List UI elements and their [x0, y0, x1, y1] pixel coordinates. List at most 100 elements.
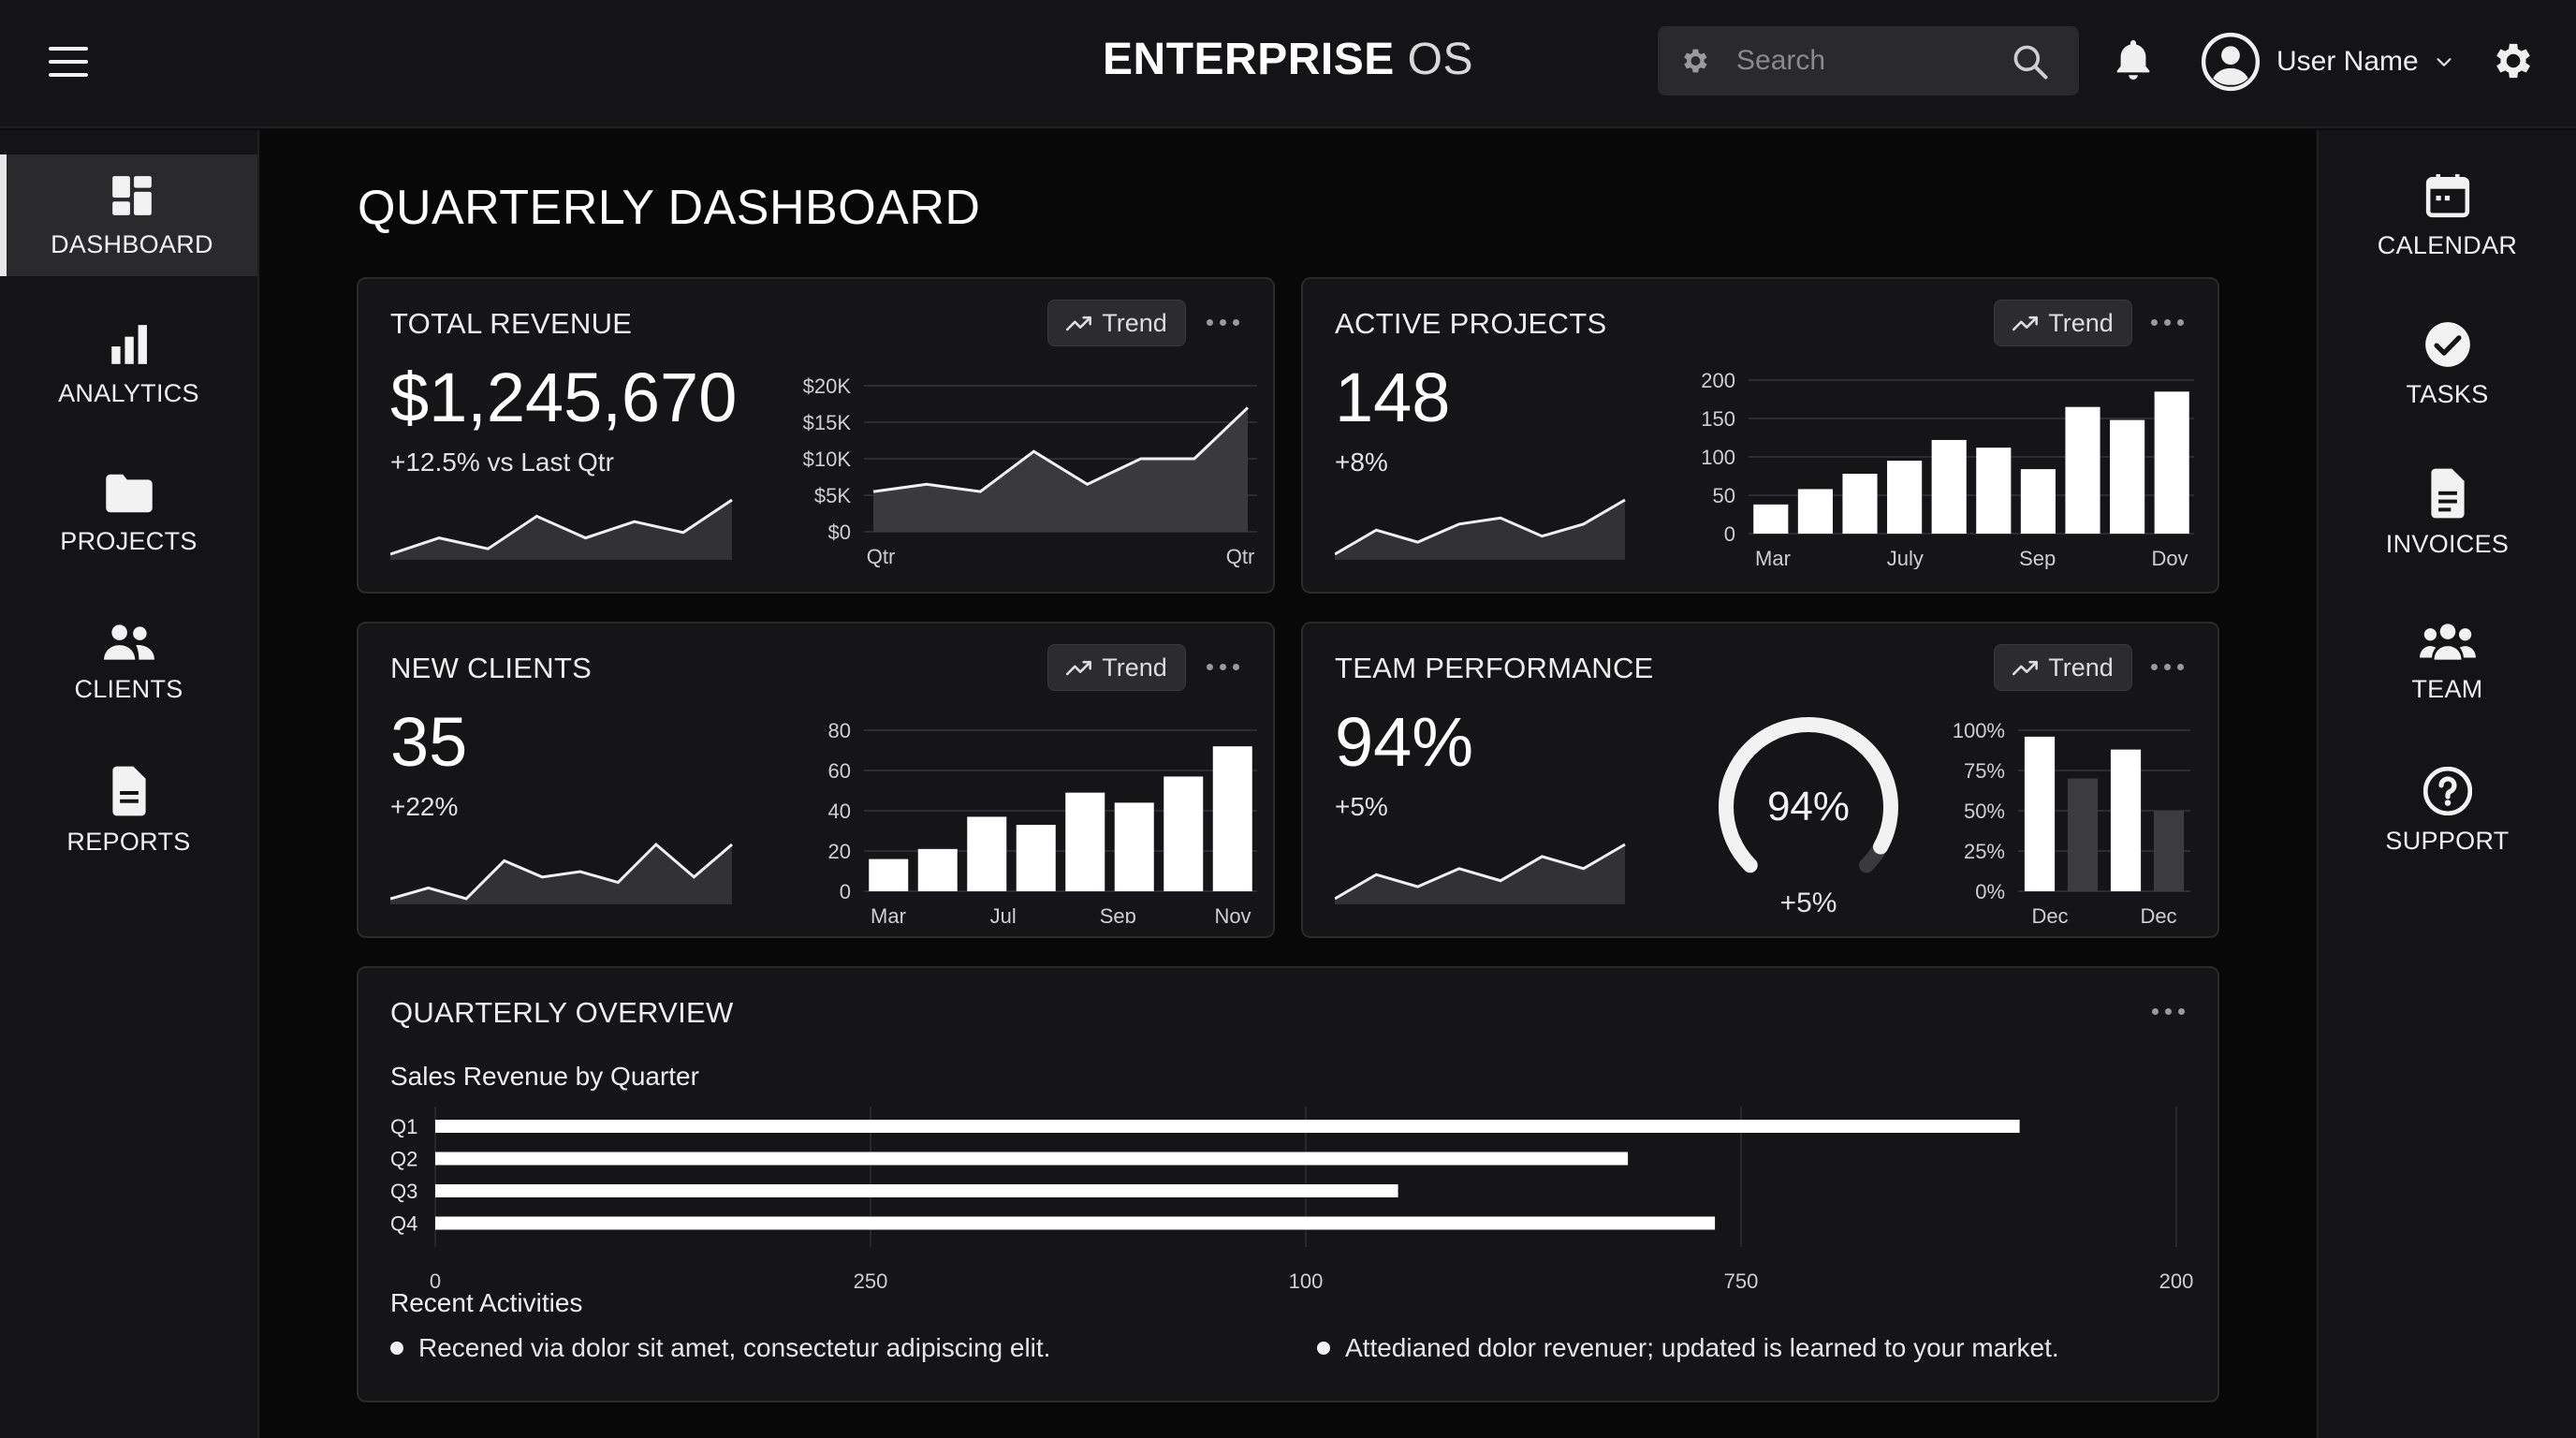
- sidebar-item-invoices[interactable]: INVOICES: [2319, 452, 2576, 574]
- x-tick-label: 200: [2159, 1269, 2194, 1293]
- sidebar-item-team[interactable]: TEAM: [2319, 601, 2576, 723]
- y-tick-label: 25%: [1964, 840, 2005, 863]
- sidebar-item-label: TASKS: [2406, 379, 2489, 408]
- bar: [2067, 778, 2099, 891]
- people-icon: [103, 624, 154, 660]
- more-options-icon[interactable]: [2151, 655, 2188, 678]
- bar: [2154, 391, 2189, 534]
- bar: [435, 1120, 2020, 1133]
- bar: [2065, 406, 2100, 534]
- team-sparkline: [1335, 843, 1626, 904]
- area-line: [872, 406, 1250, 493]
- sidebar-item-analytics[interactable]: ANALYTICS: [0, 303, 257, 425]
- bar: [2153, 811, 2185, 891]
- sidebar-item-clients[interactable]: CLIENTS: [0, 601, 257, 723]
- y-tick-label: 0%: [1975, 880, 2005, 903]
- team-value: 94%: [1335, 703, 1474, 781]
- activity-item: Recened via dolor sit amet, consectetur …: [390, 1333, 1050, 1363]
- trend-button[interactable]: Trend: [1047, 644, 1186, 691]
- sidebar-item-calendar[interactable]: CALENDAR: [2319, 154, 2576, 276]
- x-tick-label: Mar: [1755, 547, 1791, 569]
- sidebar-item-support[interactable]: SUPPORT: [2319, 750, 2576, 872]
- more-options-icon[interactable]: [2151, 311, 2188, 333]
- bar: [2024, 736, 2056, 891]
- trending-up-icon: [2012, 315, 2039, 331]
- search-input[interactable]: [1736, 39, 2008, 82]
- bar: [435, 1152, 1629, 1166]
- revenue-delta: +12.5% vs Last Qtr: [390, 448, 614, 477]
- projects-delta: +8%: [1335, 448, 1388, 477]
- bar: [1887, 461, 1923, 534]
- y-tick-label: 60: [828, 759, 851, 783]
- more-options-icon[interactable]: [1207, 655, 1244, 678]
- trend-label: Trend: [1102, 308, 1167, 337]
- x-tick-label: 750: [1724, 1269, 1759, 1293]
- sidebar-item-label: TEAM: [2411, 674, 2483, 703]
- bar: [1753, 504, 1789, 534]
- more-options-icon[interactable]: [2152, 1000, 2189, 1022]
- activities-title: Recent Activities: [390, 1288, 583, 1317]
- x-tick-label: 0: [430, 1269, 441, 1293]
- help-icon: [2422, 766, 2472, 815]
- trending-up-icon: [1066, 315, 1092, 331]
- category-label: Q3: [390, 1180, 417, 1203]
- user-menu[interactable]: User Name: [2200, 28, 2454, 95]
- bar: [435, 1184, 1398, 1197]
- revenue-value: $1,245,670: [390, 359, 738, 436]
- clients-sparkline: [390, 842, 733, 904]
- app-title-light: OS: [1407, 35, 1473, 84]
- category-label: Q2: [390, 1148, 417, 1171]
- y-tick-label: 150: [1701, 407, 1735, 431]
- search-icon[interactable]: [2010, 41, 2051, 82]
- sidebar-item-label: ANALYTICS: [58, 378, 199, 407]
- x-tick-label: 250: [854, 1269, 888, 1293]
- gear-icon: [1684, 49, 1707, 73]
- area-fill: [873, 407, 1248, 532]
- x-tick-label: Dov: [2151, 547, 2188, 569]
- trend-button[interactable]: Trend: [1994, 300, 2132, 346]
- projects-sparkline: [1335, 498, 1626, 560]
- sidebar-item-label: DASHBOARD: [51, 229, 213, 258]
- bar: [1931, 439, 1967, 534]
- dashboard-icon: [112, 175, 152, 215]
- y-tick-label: 75%: [1964, 759, 2005, 783]
- bar: [2110, 749, 2142, 891]
- settings-icon[interactable]: [2488, 37, 2535, 84]
- y-tick-label: 40: [828, 800, 851, 823]
- avatar-icon: [2201, 32, 2261, 92]
- app-title-bold: ENTERPRISE: [1103, 35, 1395, 84]
- category-label: Q4: [390, 1212, 417, 1236]
- search-bar[interactable]: [1658, 26, 2079, 95]
- gauge-arc: [1719, 717, 1899, 897]
- sidebar-item-label: PROJECTS: [60, 526, 198, 555]
- bar: [435, 1216, 1716, 1230]
- trend-button[interactable]: Trend: [1994, 644, 2132, 691]
- top-header: ENTERPRISE OS User Name: [0, 0, 2576, 128]
- trend-button[interactable]: Trend: [1047, 300, 1186, 346]
- bar: [1976, 448, 2012, 534]
- sidebar-item-reports[interactable]: REPORTS: [0, 750, 257, 872]
- trend-label: Trend: [1102, 653, 1167, 682]
- trend-label: Trend: [2048, 308, 2114, 337]
- bullet-icon: [390, 1342, 403, 1355]
- sidebar-item-label: CALENDAR: [2377, 230, 2518, 259]
- revenue-sparkline: [390, 498, 733, 560]
- y-tick-label: 0: [840, 880, 851, 903]
- menu-icon[interactable]: [49, 47, 88, 77]
- y-tick-label: 100%: [1953, 719, 2005, 742]
- more-options-icon[interactable]: [1207, 311, 1244, 333]
- folder-icon: [105, 474, 153, 512]
- check-circle-icon: [2424, 321, 2470, 367]
- trending-up-icon: [1066, 660, 1092, 676]
- sidebar-item-tasks[interactable]: TASKS: [2319, 303, 2576, 425]
- x-tick-label: 100: [1289, 1269, 1324, 1293]
- activity-item: Attedianed dolor revenuer; updated is le…: [1317, 1333, 2059, 1363]
- bar: [1212, 746, 1252, 891]
- right-sidebar: CALENDAR TASKS INVOICES TEAM SUPPORT: [2317, 130, 2576, 1438]
- category-label: Q1: [390, 1115, 417, 1138]
- bar-chart-icon: [110, 324, 147, 364]
- sidebar-item-dashboard[interactable]: DASHBOARD: [0, 154, 257, 276]
- bell-icon[interactable]: [2112, 36, 2155, 84]
- x-tick-label: Nov: [1214, 904, 1251, 923]
- sidebar-item-projects[interactable]: PROJECTS: [0, 452, 257, 574]
